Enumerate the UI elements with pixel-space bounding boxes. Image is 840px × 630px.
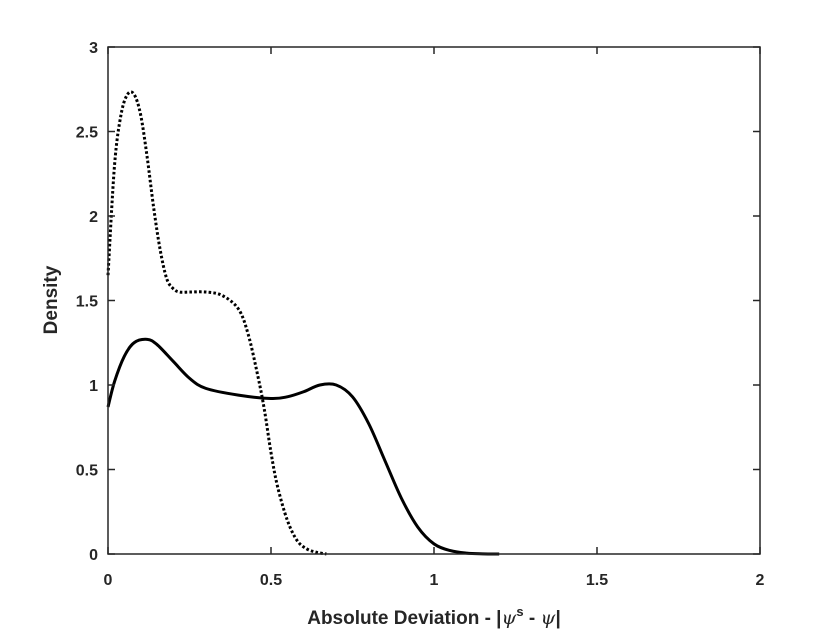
x-axis-label: Absolute Deviation - |ψs - ψ| xyxy=(307,604,561,629)
y-tick-label: 0.5 xyxy=(76,463,98,480)
y-tick-label: 2 xyxy=(89,209,98,226)
plot-area xyxy=(108,47,760,554)
series-line-dotted xyxy=(106,90,327,556)
y-tick-label: 1 xyxy=(89,378,98,395)
y-tick-label: 1.5 xyxy=(76,294,98,311)
series-line-solid xyxy=(106,337,500,556)
x-tick-label: 1.5 xyxy=(586,572,608,589)
x-tick-label: 0 xyxy=(104,572,113,589)
plot-frame xyxy=(107,46,761,555)
series-layer xyxy=(106,90,500,556)
y-tick-label: 0 xyxy=(89,547,98,564)
x-tick-label: 1 xyxy=(430,572,439,589)
y-tick-label: 2.5 xyxy=(76,125,98,142)
tick-layer: 0 0.5 1 1.5 2 0 0.5 1 1.5 2 2.5 3 xyxy=(76,40,765,589)
x-tick-label: 2 xyxy=(756,572,765,589)
y-axis-label: Density xyxy=(41,265,62,334)
y-tick-label: 3 xyxy=(89,40,98,57)
x-tick-label: 0.5 xyxy=(260,572,282,589)
